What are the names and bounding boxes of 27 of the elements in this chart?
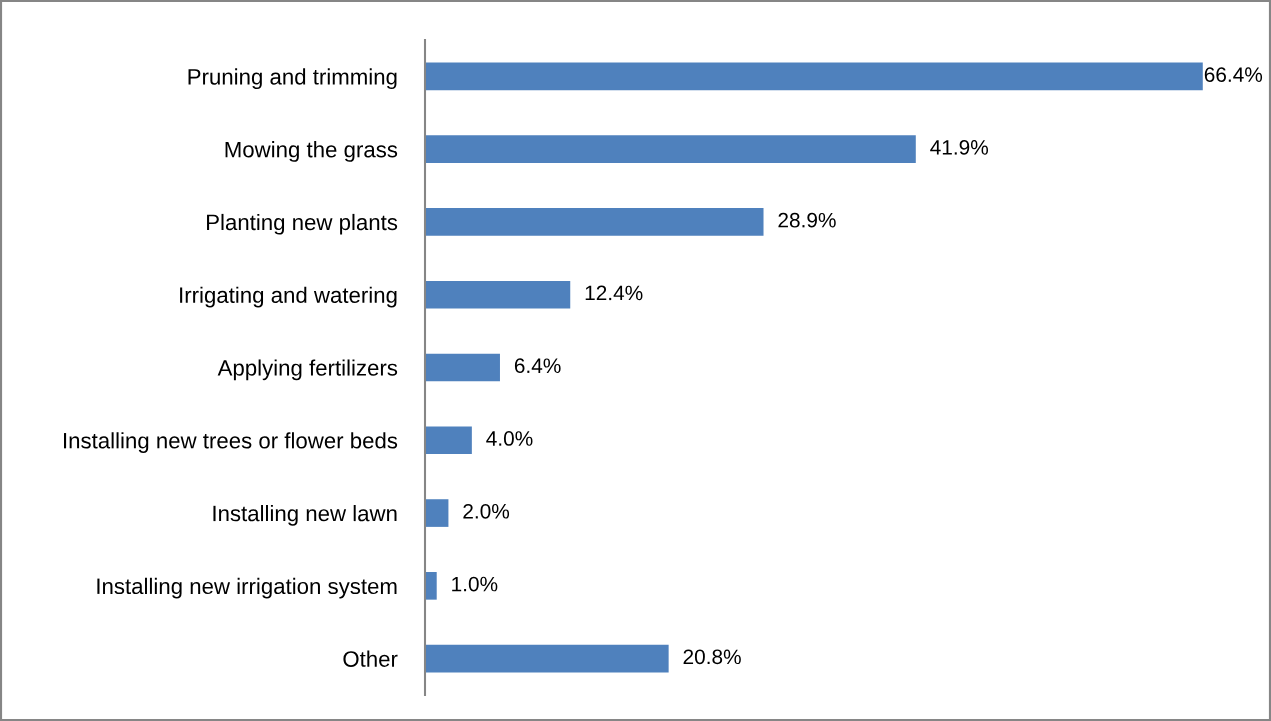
y-tick-label: Installing new irrigation system	[97, 577, 397, 599]
bar	[425, 62, 1203, 91]
y-tick-label: Planting new plants	[207, 213, 398, 235]
bar	[425, 280, 571, 309]
bar	[425, 426, 472, 455]
data-label: 28.9%	[778, 212, 836, 228]
data-label: 66.4%	[1204, 67, 1263, 82]
data-label: 6.4%	[514, 358, 561, 374]
bar	[425, 135, 916, 163]
bar	[425, 353, 500, 382]
data-label: 12.4%	[585, 285, 643, 301]
data-label: 2.0%	[463, 503, 510, 519]
y-tick-label: Irrigating and watering	[180, 286, 397, 308]
data-label: 41.9%	[930, 140, 989, 155]
y-tick-label: Mowing the grass	[225, 141, 398, 162]
y-tick-label: Applying fertilizers	[217, 359, 398, 381]
data-label: 1.0%	[452, 576, 498, 592]
y-tick-label: Other	[343, 650, 398, 667]
bar	[425, 644, 669, 673]
y-tick-label: Installing new trees or flower beds	[64, 432, 398, 453]
bar	[425, 208, 764, 236]
bar	[425, 499, 449, 527]
bar	[425, 572, 437, 600]
data-label: 4.0%	[486, 431, 533, 446]
y-tick-label: Pruning and trimming	[188, 68, 397, 90]
y-tick-label: Installing new lawn	[213, 505, 397, 526]
data-label: 20.8%	[683, 649, 741, 665]
